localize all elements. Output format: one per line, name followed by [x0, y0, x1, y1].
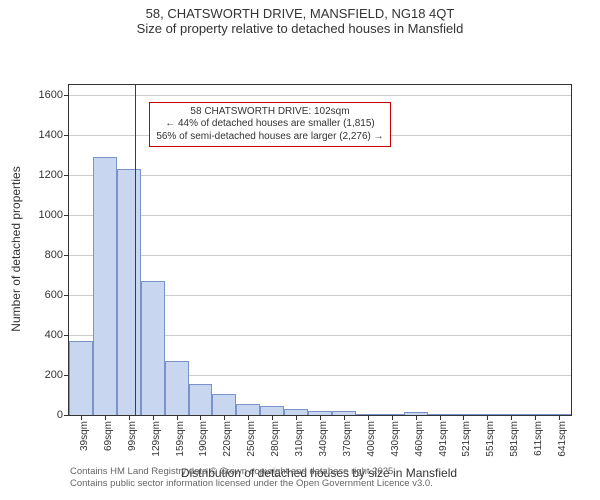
y-tick-label: 400 [45, 329, 69, 341]
x-tick-label: 611sqm [533, 421, 544, 456]
x-tick-label: 280sqm [270, 421, 281, 457]
property-marker-line [135, 85, 136, 415]
x-tick-mark [177, 415, 178, 420]
histogram-bar [93, 157, 117, 415]
property-callout: 58 CHATSWORTH DRIVE: 102sqm← 44% of deta… [149, 102, 390, 148]
x-tick-label: 491sqm [438, 421, 449, 457]
x-tick-mark [224, 415, 225, 420]
x-tick-mark [129, 415, 130, 420]
x-tick-mark [248, 415, 249, 420]
x-tick-label: 370sqm [342, 421, 353, 457]
x-tick-mark [296, 415, 297, 420]
y-tick-label: 1600 [39, 89, 69, 101]
x-tick-label: 159sqm [175, 421, 186, 457]
x-tick-label: 129sqm [151, 421, 162, 457]
x-tick-label: 220sqm [222, 421, 233, 457]
x-tick-mark [153, 415, 154, 420]
x-tick-mark [440, 415, 441, 420]
x-tick-mark [392, 415, 393, 420]
x-tick-mark [559, 415, 560, 420]
x-tick-mark [200, 415, 201, 420]
y-tick-label: 800 [45, 249, 69, 261]
x-tick-label: 460sqm [414, 421, 425, 457]
x-tick-label: 521sqm [461, 421, 472, 457]
histogram-bar [117, 169, 141, 415]
callout-line: ← 44% of detached houses are smaller (1,… [156, 118, 383, 131]
x-tick-label: 340sqm [318, 421, 329, 457]
x-tick-mark [81, 415, 82, 420]
x-tick-label: 400sqm [366, 421, 377, 457]
y-tick-label: 600 [45, 289, 69, 301]
histogram-bar [212, 394, 236, 415]
x-tick-label: 39sqm [79, 421, 90, 451]
x-tick-mark [416, 415, 417, 420]
x-tick-label: 641sqm [557, 421, 568, 457]
y-tick-label: 0 [57, 409, 69, 421]
attribution-footer: Contains HM Land Registry data © Crown c… [70, 466, 433, 491]
footer-line-1: Contains HM Land Registry data © Crown c… [70, 466, 433, 478]
chart-title-1: 58, CHATSWORTH DRIVE, MANSFIELD, NG18 4Q… [0, 0, 600, 21]
grid-line [69, 95, 571, 96]
y-tick-label: 1000 [39, 209, 69, 221]
x-tick-mark [511, 415, 512, 420]
x-tick-label: 99sqm [127, 421, 138, 451]
x-tick-mark [535, 415, 536, 420]
x-tick-label: 551sqm [485, 421, 496, 457]
x-tick-label: 310sqm [294, 421, 305, 457]
callout-line: 58 CHATSWORTH DRIVE: 102sqm [156, 106, 383, 119]
histogram-bar [236, 404, 260, 415]
histogram-bar [141, 281, 165, 415]
grid-line [69, 215, 571, 216]
y-tick-label: 1400 [39, 129, 69, 141]
x-tick-label: 430sqm [390, 421, 401, 457]
grid-line [69, 175, 571, 176]
y-tick-label: 1200 [39, 169, 69, 181]
histogram-bar [189, 384, 213, 415]
histogram-bar [260, 406, 284, 415]
x-tick-mark [320, 415, 321, 420]
x-tick-mark [368, 415, 369, 420]
histogram-bar [165, 361, 189, 415]
x-tick-label: 69sqm [103, 421, 114, 451]
footer-line-2: Contains public sector information licen… [70, 478, 433, 490]
chart-container: 58, CHATSWORTH DRIVE, MANSFIELD, NG18 4Q… [0, 0, 600, 500]
callout-line: 56% of semi-detached houses are larger (… [156, 131, 383, 144]
histogram-bar [69, 341, 93, 415]
x-tick-mark [272, 415, 273, 420]
x-tick-label: 190sqm [198, 421, 209, 457]
chart-title-2: Size of property relative to detached ho… [0, 21, 600, 36]
x-tick-mark [105, 415, 106, 420]
x-tick-mark [463, 415, 464, 420]
y-tick-label: 200 [45, 369, 69, 381]
x-tick-label: 581sqm [509, 421, 520, 457]
x-tick-mark [487, 415, 488, 420]
x-tick-mark [344, 415, 345, 420]
plot-region: 0200400600800100012001400160039sqm69sqm9… [68, 84, 572, 416]
grid-line [69, 255, 571, 256]
y-axis-label: Number of detached properties [9, 166, 23, 331]
x-tick-label: 250sqm [246, 421, 257, 457]
